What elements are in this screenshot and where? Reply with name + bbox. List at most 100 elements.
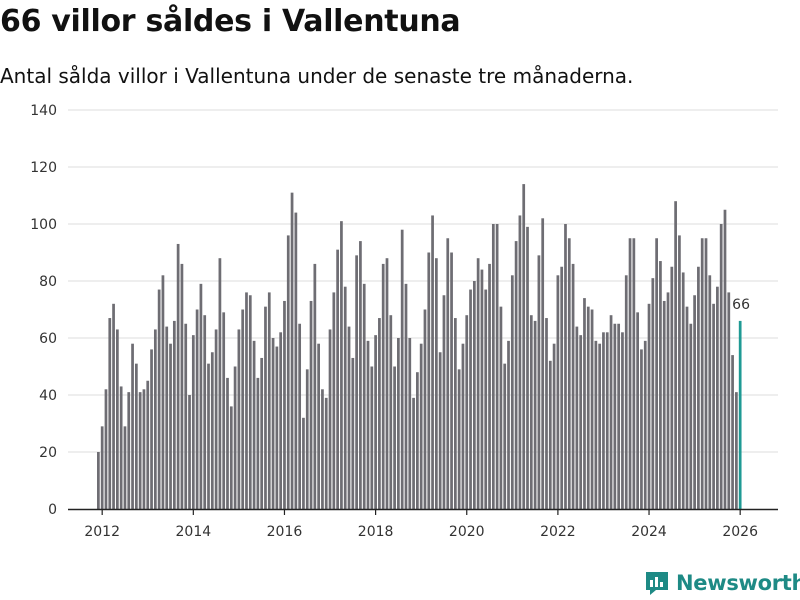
x-tick-label: 2018 <box>358 524 394 540</box>
bar <box>484 289 488 509</box>
bar <box>233 366 237 509</box>
bar <box>427 252 431 509</box>
bar <box>378 318 381 509</box>
bar <box>541 218 545 510</box>
bar <box>400 229 404 509</box>
bar <box>526 226 529 509</box>
bar <box>693 295 696 509</box>
bar <box>112 303 115 509</box>
bar <box>397 338 400 509</box>
bar <box>229 406 233 509</box>
bar <box>116 329 119 509</box>
bar <box>256 377 260 509</box>
bar <box>571 263 575 509</box>
bar <box>446 238 450 509</box>
bar <box>564 224 567 509</box>
bar <box>104 389 108 509</box>
x-tick-label: 2022 <box>540 524 576 540</box>
bar <box>340 221 343 509</box>
x-tick-label: 2016 <box>267 524 303 540</box>
bar <box>123 426 127 509</box>
x-tick-label: 2026 <box>722 524 758 540</box>
bar <box>298 323 302 509</box>
bar <box>480 269 484 509</box>
bar <box>389 315 393 509</box>
bar <box>609 315 613 509</box>
bar <box>586 306 590 509</box>
bar <box>723 209 727 509</box>
bar <box>412 397 415 509</box>
bar <box>385 258 389 509</box>
bar <box>370 366 374 509</box>
bar <box>309 300 313 509</box>
bar <box>153 329 157 509</box>
bar <box>188 395 191 509</box>
bars <box>97 184 742 510</box>
bar <box>685 306 689 509</box>
bar <box>210 352 214 509</box>
bar <box>632 238 636 509</box>
bar <box>362 283 366 509</box>
bar <box>579 335 583 509</box>
bar <box>647 303 651 509</box>
bar <box>461 343 465 509</box>
bar <box>264 306 267 509</box>
bar <box>286 235 290 509</box>
bar <box>552 343 556 509</box>
bar <box>659 261 662 509</box>
bar <box>260 357 264 509</box>
bar <box>97 452 100 509</box>
bar <box>575 326 579 509</box>
bar <box>435 258 438 509</box>
bar <box>491 224 495 509</box>
bar <box>727 292 731 509</box>
bar <box>237 329 241 509</box>
bar <box>294 212 298 509</box>
bar-highlight <box>738 320 742 509</box>
bar <box>199 283 203 509</box>
bar <box>681 272 685 509</box>
bar <box>142 389 146 509</box>
x-tick-label: 2024 <box>631 524 667 540</box>
chart-subtitle: Antal sålda villor i Vallentuna under de… <box>0 64 634 88</box>
y-tick-label: 20 <box>39 445 57 461</box>
bar <box>442 295 446 509</box>
bar <box>347 326 351 509</box>
bar <box>613 323 617 509</box>
bar <box>271 338 275 509</box>
bar <box>248 295 252 509</box>
bar <box>328 329 332 509</box>
bar <box>374 335 377 509</box>
bar <box>222 312 226 509</box>
bar <box>119 386 123 509</box>
newsworthy-logo-icon <box>646 572 668 595</box>
bar <box>556 275 560 509</box>
bar <box>453 318 457 509</box>
bar <box>359 241 362 509</box>
bar <box>670 266 674 509</box>
bar <box>678 235 681 509</box>
bar <box>150 349 153 509</box>
axes <box>68 508 778 515</box>
brand-logo: Newsworthy <box>644 569 800 597</box>
bar <box>381 263 385 509</box>
bar <box>628 238 632 509</box>
bar <box>416 372 419 509</box>
bar <box>598 343 602 509</box>
bar <box>131 343 134 509</box>
bar <box>499 306 503 509</box>
bar <box>431 215 434 509</box>
chart-title: 66 villor såldes i Vallentuna <box>0 4 461 39</box>
bar <box>708 275 712 509</box>
bar <box>476 258 480 509</box>
bar <box>605 332 609 509</box>
bar <box>290 192 294 509</box>
bar <box>700 238 704 509</box>
bar <box>283 300 286 509</box>
bar <box>510 275 514 509</box>
bar <box>567 238 571 509</box>
bar <box>157 289 161 509</box>
x-tick-label: 2012 <box>84 524 120 540</box>
bar <box>602 332 605 509</box>
bar <box>719 224 723 509</box>
